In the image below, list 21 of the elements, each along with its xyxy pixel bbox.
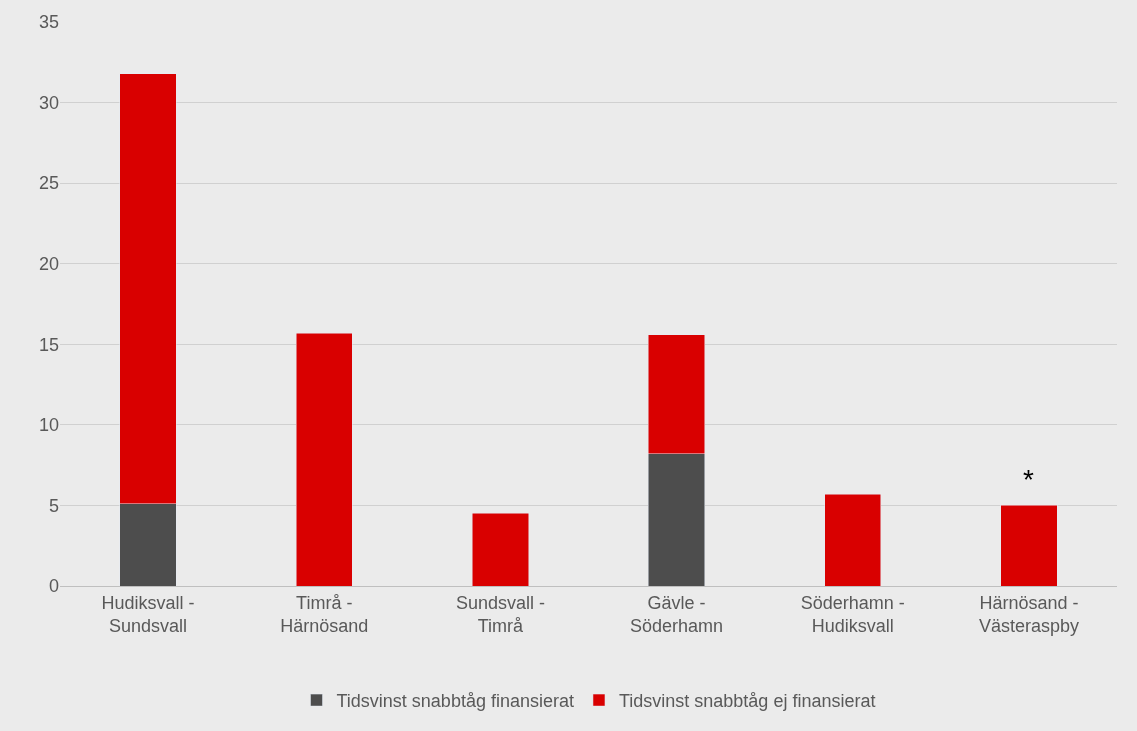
- bar: [295, 332, 353, 586]
- y-tick-label: 20: [38, 254, 59, 275]
- x-tick-label: Sundsvall - Timrå: [455, 592, 545, 636]
- y-tick-label: 15: [38, 334, 59, 355]
- legend-label: Tidsvinst snabbtåg ej finansierat: [618, 691, 876, 712]
- x-tick-label: Söderhamn - Hudiksvall: [800, 592, 905, 636]
- x-tick-label: Hudiksvall - Sundsvall: [101, 592, 195, 636]
- y-tick-label: 25: [38, 173, 59, 194]
- bar: [824, 493, 882, 586]
- x-tick-label: Gävle - Söderhamn: [630, 592, 724, 636]
- bar: [471, 513, 529, 586]
- legend-label: Tidsvinst snabbtåg finansierat: [336, 691, 574, 712]
- y-tick-label: 10: [38, 415, 59, 436]
- x-tick-label: Härnösand - Västeraspby: [978, 592, 1079, 636]
- y-tick-label: 30: [38, 92, 59, 113]
- y-tick-label: 35: [38, 12, 59, 33]
- y-tick-label: 0: [48, 576, 59, 597]
- x-tick-label: Timrå - Härnösand: [280, 592, 369, 636]
- y-tick-label: 5: [48, 495, 59, 516]
- annotation: *: [1023, 464, 1034, 495]
- bar: [1000, 505, 1058, 586]
